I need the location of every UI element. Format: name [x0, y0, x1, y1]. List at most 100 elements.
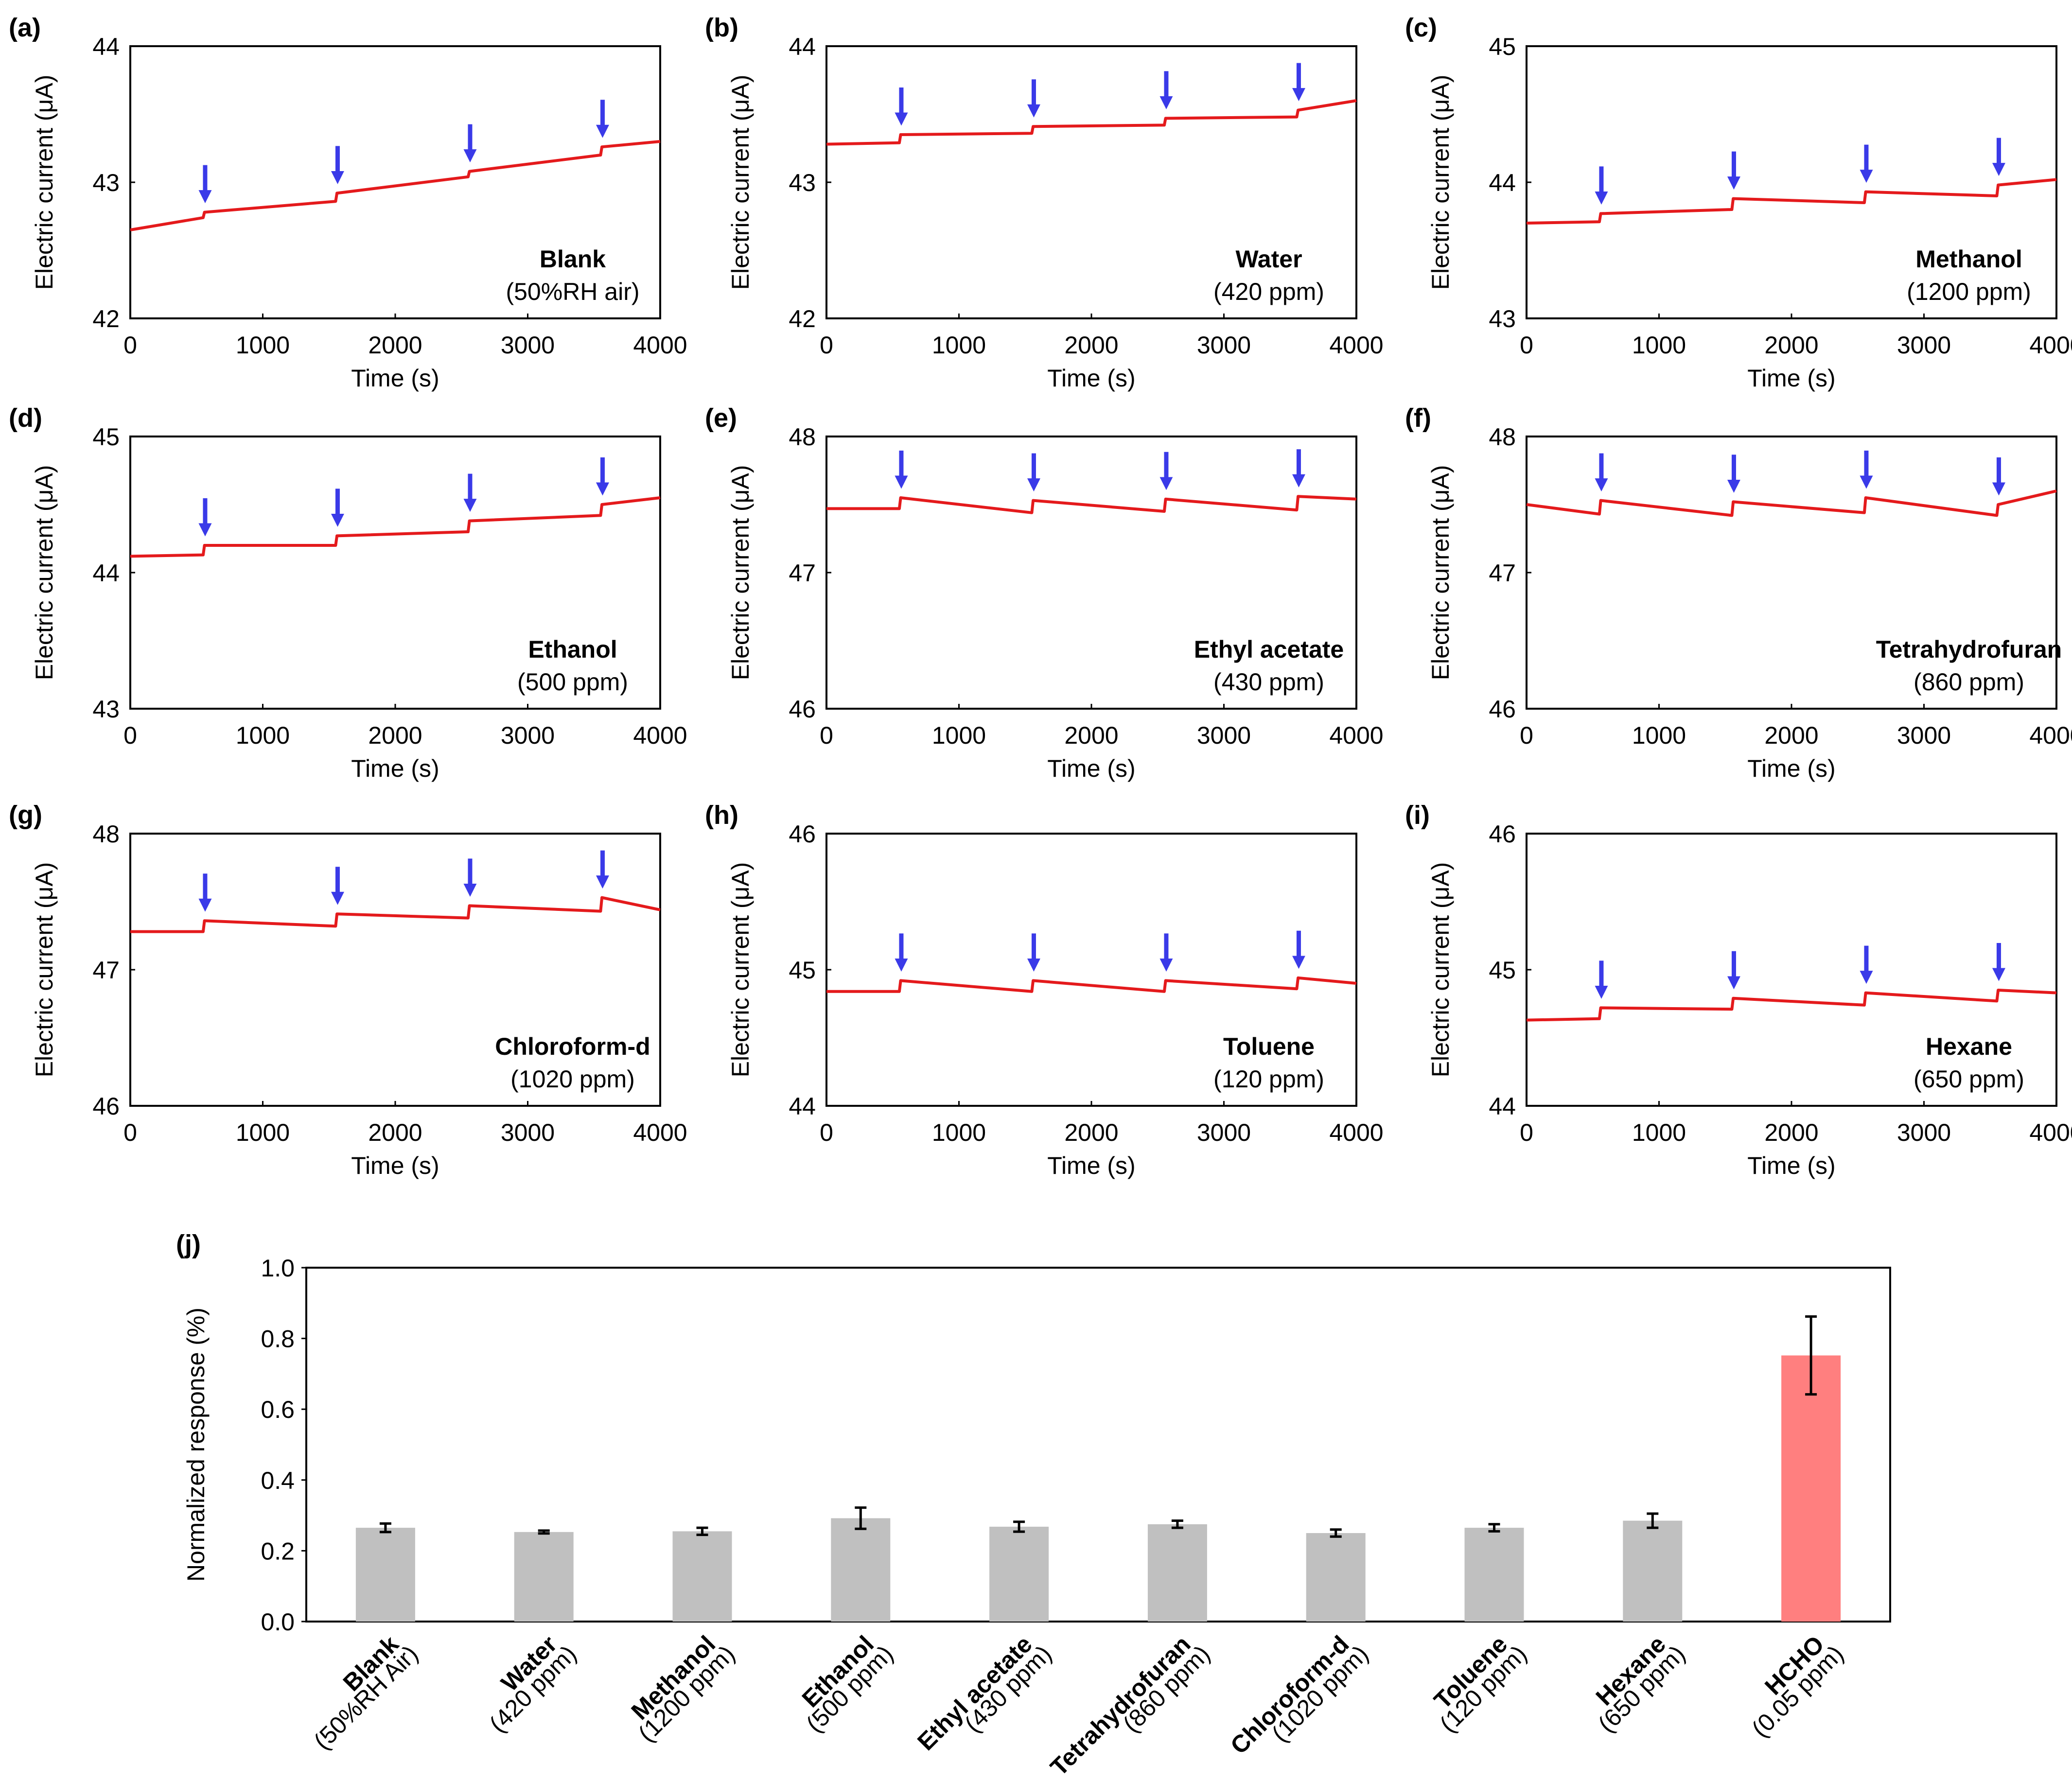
analyte-name: Tetrahydrofuran [1876, 636, 2062, 663]
analyte-concentration: (500 ppm) [517, 668, 628, 696]
y-tick-label: 46 [92, 1093, 120, 1120]
current-trace [826, 99, 1357, 146]
panel-label: (j) [176, 1230, 201, 1259]
x-tick-label: 1000 [1632, 722, 1686, 749]
y-axis-label: Electric current (μA) [727, 465, 754, 681]
y-tick-label: 48 [789, 423, 816, 451]
x-tick-label: 2000 [368, 722, 422, 749]
y-tick-label: 42 [92, 305, 120, 332]
y-tick-label: 45 [789, 957, 816, 984]
x-tick-label: 1000 [932, 1119, 986, 1146]
current-trace [130, 140, 661, 231]
panel-label: (g) [9, 801, 42, 830]
panel-a: 0 1000 2000 3000 4000 42 43 44 Time (s) Electric … [9, 13, 687, 392]
bar-1 [514, 1532, 574, 1622]
y-tick-label: 43 [92, 169, 120, 196]
current-trace [1526, 989, 2057, 1022]
x-tick-label: 3000 [1197, 332, 1251, 359]
y-tick-label: 44 [789, 33, 816, 60]
plot-frame [305, 1267, 1891, 1623]
current-trace [130, 496, 661, 558]
x-tick-label: 0 [123, 722, 137, 749]
bar-6 [1306, 1533, 1366, 1622]
x-axis-label: Time (s) [351, 755, 439, 782]
y-axis-label: Electric current (μA) [1427, 862, 1454, 1078]
x-tick-label: 1000 [932, 722, 986, 749]
x-axis-label: Time (s) [1747, 365, 1835, 392]
y-tick-label: 43 [789, 169, 816, 196]
panel-d: 0 1000 2000 3000 4000 43 44 45 Time (s) Electric … [9, 403, 687, 782]
x-tick-label: 1000 [236, 332, 290, 359]
y-axis-label: Electric current (μA) [1427, 75, 1454, 290]
analyte-concentration: (50%RH air) [506, 278, 639, 305]
panel-label: (b) [705, 13, 738, 42]
x-tick-label: 3000 [501, 722, 555, 749]
x-axis-label: Time (s) [1747, 755, 1835, 782]
y-axis-label: Electric current (μA) [727, 75, 754, 290]
y-tick-label: 46 [1489, 696, 1516, 723]
x-tick-label: 4000 [633, 332, 687, 359]
x-tick-label: 1000 [236, 1119, 290, 1146]
panel-h: 0 1000 2000 3000 4000 44 45 46 Time (s) Electric … [705, 801, 1384, 1179]
y-tick-label: 0.2 [261, 1537, 295, 1565]
x-tick-label: 4000 [1329, 1119, 1383, 1146]
x-tick-label: 2000 [1764, 722, 1818, 749]
x-axis-label: Time (s) [1747, 1152, 1835, 1179]
y-tick-label: 44 [789, 1093, 816, 1120]
analyte-concentration: (1020 ppm) [510, 1065, 635, 1093]
x-tick-label: 2000 [1064, 722, 1118, 749]
x-axis-label: Time (s) [1047, 755, 1135, 782]
y-axis-label: Electric current (μA) [727, 862, 754, 1078]
x-tick-label: 4000 [633, 1119, 687, 1146]
x-tick-label: 0 [123, 332, 137, 359]
x-tick-label: 0 [820, 722, 833, 749]
x-tick-label: 4000 [2029, 722, 2072, 749]
bar-7 [1464, 1528, 1524, 1622]
plot-frame [825, 833, 1357, 1107]
analyte-concentration: (120 ppm) [1213, 1065, 1324, 1093]
x-tick-label: 1000 [932, 332, 986, 359]
x-tick-label: 1000 [1632, 332, 1686, 359]
panel-label: (i) [1405, 801, 1430, 830]
y-tick-label: 43 [1489, 305, 1516, 332]
y-tick-label: 45 [1489, 33, 1516, 60]
y-tick-label: 44 [92, 33, 120, 60]
x-axis-label: Time (s) [1047, 1152, 1135, 1179]
y-tick-label: 47 [92, 957, 120, 984]
x-tick-label: 0 [1520, 722, 1533, 749]
y-tick-label: 46 [789, 820, 816, 848]
x-tick-label: 2000 [368, 332, 422, 359]
panel-label: (e) [705, 403, 737, 433]
bar-5 [1147, 1524, 1207, 1622]
analyte-concentration: (860 ppm) [1914, 668, 2024, 696]
x-tick-label: 2000 [368, 1119, 422, 1146]
analyte-name: Toluene [1223, 1033, 1315, 1060]
y-tick-label: 42 [789, 305, 816, 332]
y-tick-label: 43 [92, 696, 120, 723]
analyte-name: Water [1235, 245, 1302, 273]
analyte-concentration: (420 ppm) [1213, 278, 1324, 305]
bar-3 [831, 1518, 891, 1622]
y-tick-label: 0.4 [261, 1467, 295, 1494]
x-tick-label: 4000 [1329, 722, 1383, 749]
x-tick-label: 2000 [1764, 332, 1818, 359]
x-tick-label: 3000 [1197, 722, 1251, 749]
plot-frame [129, 833, 661, 1107]
x-tick-label: 3000 [1897, 332, 1951, 359]
plot-frame [129, 45, 661, 319]
x-tick-label: 3000 [501, 332, 555, 359]
x-axis-label: Time (s) [351, 1152, 439, 1179]
panel-b: 0 1000 2000 3000 4000 42 43 44 Time (s) Electric … [705, 13, 1384, 392]
plot-frame [1526, 45, 2057, 319]
panel-f: 0 1000 2000 3000 4000 46 47 48 Time (s) Electric … [1405, 403, 2072, 782]
category-label: Tetrahydrofuran [1045, 1630, 1196, 1780]
current-trace [1526, 489, 2057, 517]
analyte-name: Blank [540, 245, 606, 273]
x-tick-label: 3000 [1897, 722, 1951, 749]
panel-label: (d) [9, 403, 42, 433]
bar-8 [1623, 1520, 1683, 1622]
plot-frame [129, 436, 661, 710]
plot-frame [1526, 833, 2057, 1107]
x-tick-label: 2000 [1064, 332, 1118, 359]
